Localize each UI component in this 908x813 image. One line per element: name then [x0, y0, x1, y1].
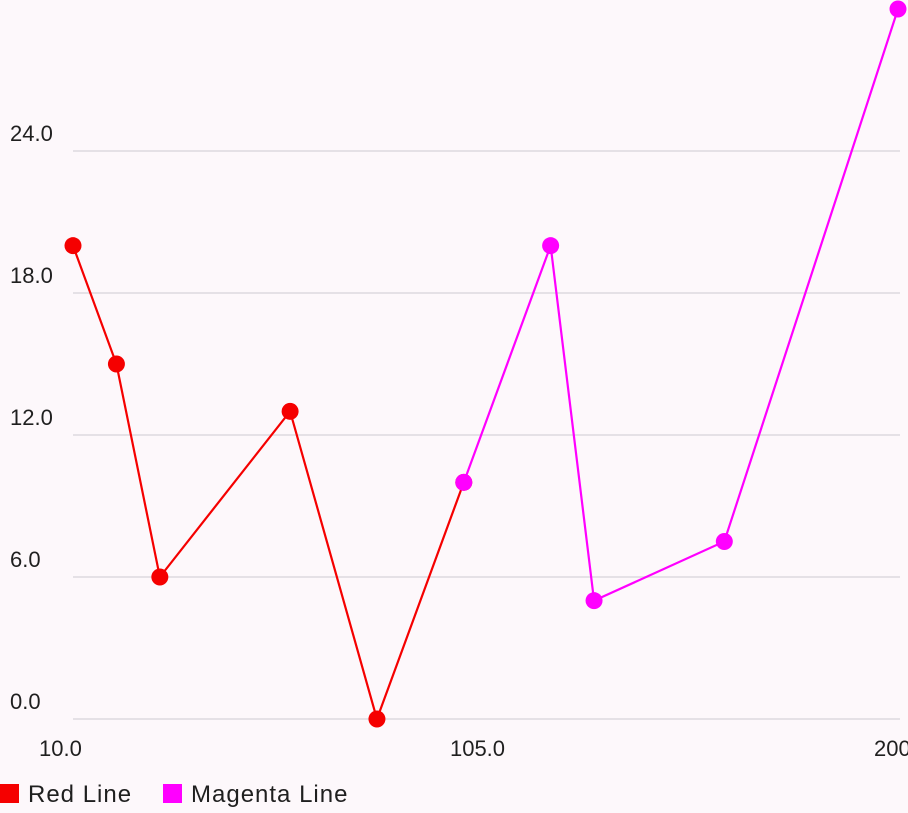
data-point	[281, 402, 299, 420]
grid-layer	[73, 150, 900, 720]
data-point	[542, 237, 560, 255]
series-line	[462, 8, 900, 603]
x-tick-label: 200	[874, 736, 908, 761]
legend: Red Line Magenta Line	[0, 781, 348, 808]
data-point	[368, 710, 386, 728]
legend-label: Magenta Line	[191, 781, 348, 808]
y-tick-label: 30.0	[10, 0, 53, 4]
data-point	[715, 533, 733, 550]
legend-label: Red Line	[28, 781, 132, 808]
data-point	[107, 355, 125, 373]
data-point	[455, 473, 473, 491]
y-tick-label: 18.0	[10, 263, 53, 288]
legend-item: Magenta Line	[163, 781, 348, 808]
series-layer	[64, 0, 907, 728]
x-axis-ticks: 10.0 105.0 200	[39, 736, 908, 761]
legend-swatch	[0, 784, 19, 803]
series-1	[455, 0, 907, 610]
series-0	[64, 237, 473, 728]
legend-item: Red Line	[0, 781, 132, 808]
x-tick-label: 10.0	[39, 736, 82, 761]
y-tick-label: 12.0	[10, 405, 53, 430]
x-tick-label: 105.0	[450, 736, 505, 761]
data-point	[151, 568, 169, 586]
y-tick-label: 6.0	[10, 547, 41, 572]
series-line	[71, 245, 465, 723]
y-axis-ticks: 0.0 6.0 12.0 18.0 24.0 30.0	[10, 0, 53, 714]
y-tick-label: 0.0	[10, 689, 41, 714]
data-point	[585, 592, 603, 610]
data-point	[889, 0, 907, 18]
legend-swatch	[163, 784, 182, 803]
data-point	[64, 237, 82, 255]
y-tick-label: 24.0	[10, 121, 53, 146]
